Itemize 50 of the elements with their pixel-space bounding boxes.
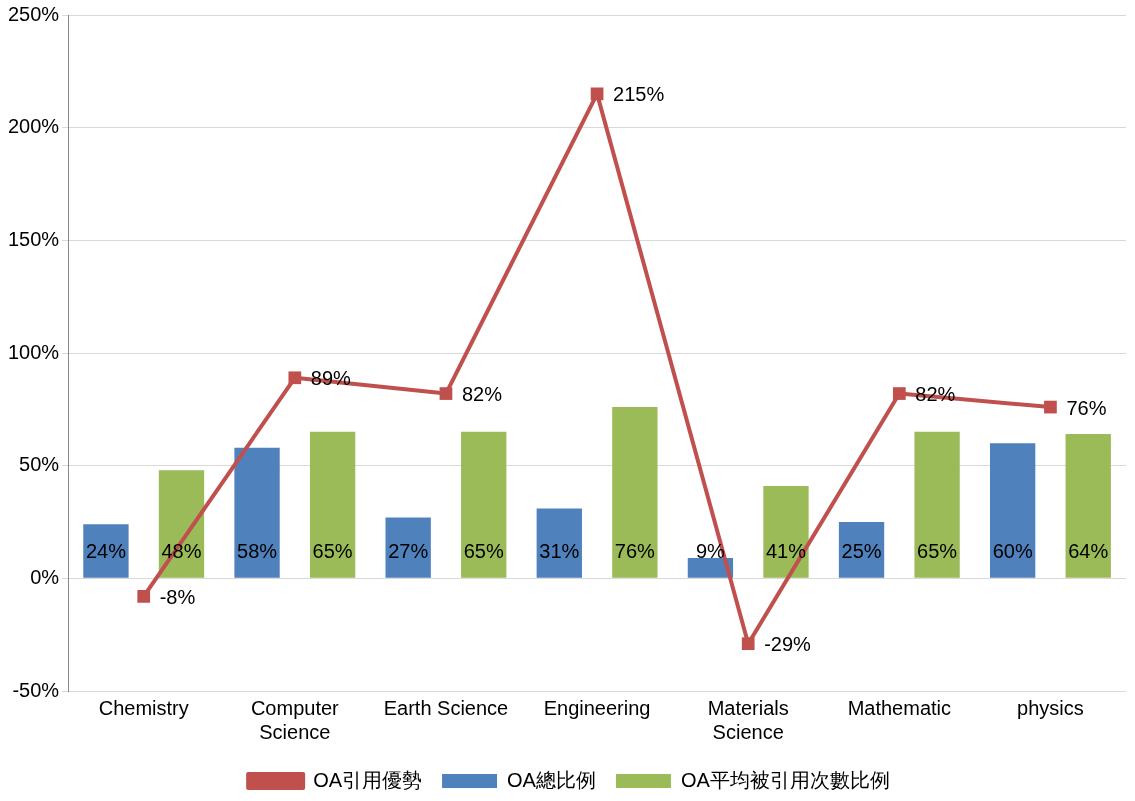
data-label: 24% bbox=[85, 539, 127, 562]
bar bbox=[536, 508, 582, 578]
point bbox=[1044, 400, 1057, 414]
bar bbox=[989, 443, 1036, 578]
bar bbox=[461, 431, 507, 578]
x-tick-label: Materials Science bbox=[707, 696, 789, 743]
data-label: 27% bbox=[388, 539, 429, 562]
data-label: 76% bbox=[614, 539, 656, 562]
bar bbox=[687, 558, 734, 578]
point bbox=[288, 371, 302, 385]
point bbox=[137, 590, 151, 603]
data-label: 65% bbox=[463, 539, 504, 562]
x-tick-label: Computer Science bbox=[250, 696, 340, 743]
data-label: -8% bbox=[159, 585, 196, 608]
data-label: 76% bbox=[1066, 396, 1107, 419]
y-tick-label: 150% bbox=[8, 227, 60, 250]
data-label: 65% bbox=[312, 539, 353, 562]
x-tick-label: Engineering bbox=[543, 696, 651, 719]
x-tick-label: physics bbox=[1017, 696, 1084, 719]
point bbox=[892, 387, 906, 400]
data-label: 31% bbox=[539, 539, 580, 562]
point bbox=[741, 637, 755, 651]
data-label: -29% bbox=[764, 633, 812, 656]
point bbox=[439, 387, 453, 400]
bar bbox=[309, 431, 356, 578]
data-label: 58% bbox=[237, 539, 278, 562]
legend-label: OA平均被引用次數比例 bbox=[680, 768, 890, 791]
legend-label: OA引用優勢 bbox=[313, 768, 423, 791]
y-tick-label: 100% bbox=[8, 340, 60, 363]
y-tick-label: 250% bbox=[8, 2, 60, 25]
x-tick-label: Mathematic bbox=[847, 696, 952, 719]
x-tick-label: Chemistry bbox=[98, 696, 189, 719]
y-tick-label: 200% bbox=[8, 115, 60, 138]
bar bbox=[234, 447, 280, 578]
legend-label: OA總比例 bbox=[507, 768, 596, 791]
bar bbox=[83, 524, 129, 578]
data-label: 25% bbox=[841, 539, 882, 562]
data-label: 215% bbox=[613, 83, 665, 106]
y-tick-label: 50% bbox=[19, 453, 60, 476]
bar bbox=[385, 517, 431, 578]
data-label: 65% bbox=[917, 539, 958, 562]
data-label: 64% bbox=[1068, 539, 1109, 562]
y-tick-label: 0% bbox=[30, 565, 60, 588]
bar bbox=[1065, 434, 1111, 578]
y-tick-label: -50% bbox=[12, 678, 60, 701]
bar bbox=[914, 431, 960, 578]
x-tick-label: Earth Science bbox=[383, 696, 509, 719]
data-label: 82% bbox=[461, 383, 503, 406]
data-label: 60% bbox=[992, 539, 1033, 562]
bar bbox=[612, 407, 658, 578]
